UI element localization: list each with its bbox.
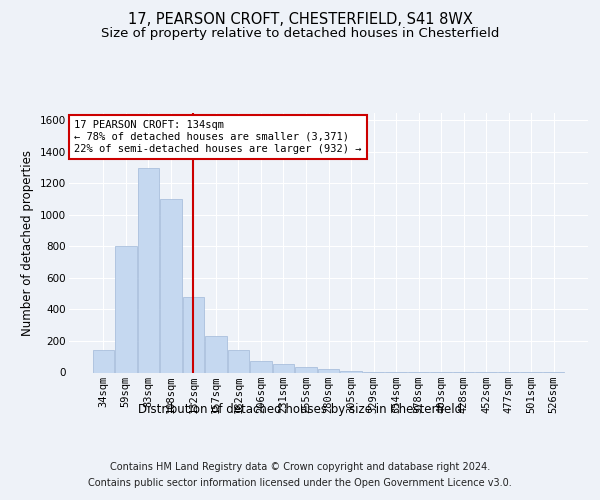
Text: 17, PEARSON CROFT, CHESTERFIELD, S41 8WX: 17, PEARSON CROFT, CHESTERFIELD, S41 8WX: [128, 12, 472, 28]
Bar: [318, 370, 339, 372]
Text: Size of property relative to detached houses in Chesterfield: Size of property relative to detached ho…: [101, 28, 499, 40]
Bar: [137, 168, 159, 372]
Bar: [228, 350, 249, 372]
Bar: [273, 364, 294, 372]
Bar: [182, 297, 204, 372]
Text: Contains HM Land Registry data © Crown copyright and database right 2024.: Contains HM Land Registry data © Crown c…: [110, 462, 490, 472]
Bar: [340, 371, 362, 372]
Bar: [160, 199, 182, 372]
Bar: [295, 367, 317, 372]
Bar: [92, 350, 114, 372]
Text: Contains public sector information licensed under the Open Government Licence v3: Contains public sector information licen…: [88, 478, 512, 488]
Text: Distribution of detached houses by size in Chesterfield: Distribution of detached houses by size …: [138, 402, 462, 415]
Text: 17 PEARSON CROFT: 134sqm
← 78% of detached houses are smaller (3,371)
22% of sem: 17 PEARSON CROFT: 134sqm ← 78% of detach…: [74, 120, 362, 154]
Y-axis label: Number of detached properties: Number of detached properties: [22, 150, 34, 336]
Bar: [205, 336, 227, 372]
Bar: [115, 246, 137, 372]
Bar: [250, 362, 272, 372]
